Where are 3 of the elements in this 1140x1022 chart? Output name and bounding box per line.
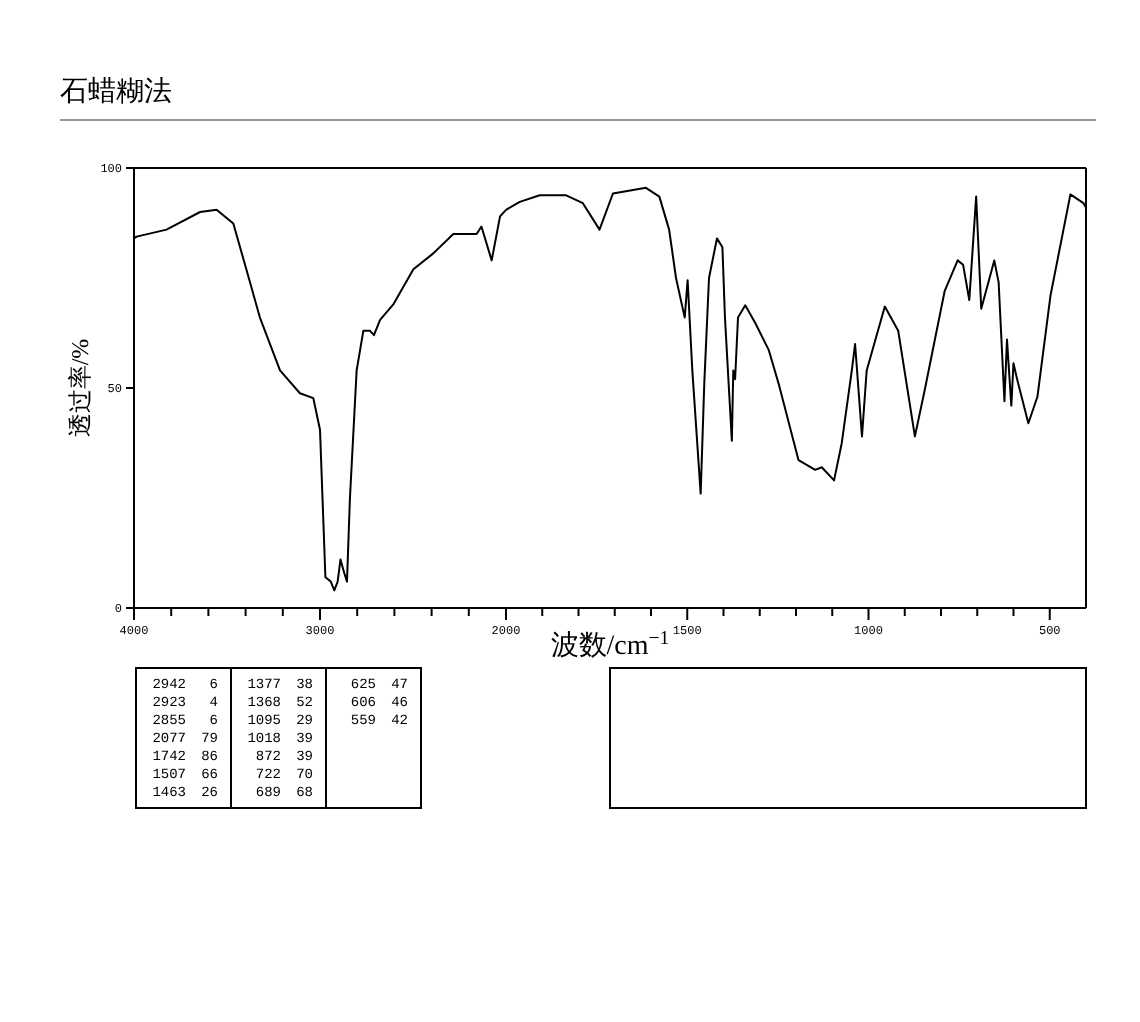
x-axis-title: 波数/cm$^{−1}$ xyxy=(550,627,670,662)
chart-title: 石蜡糊法 xyxy=(60,76,172,108)
y-axis-title: 透过率/% xyxy=(66,338,94,438)
